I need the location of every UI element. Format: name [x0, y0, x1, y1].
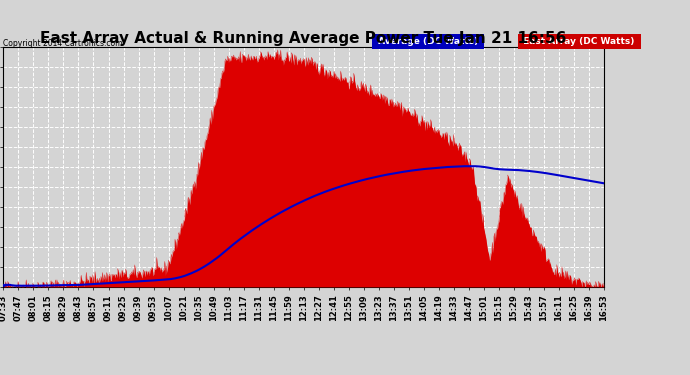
Text: Copyright 2014 Cartronics.com: Copyright 2014 Cartronics.com: [3, 39, 123, 48]
Text: Average (DC Watts): Average (DC Watts): [375, 37, 481, 46]
Text: East Array (DC Watts): East Array (DC Watts): [520, 37, 638, 46]
Title: East Array Actual & Running Average Power Tue Jan 21 16:56: East Array Actual & Running Average Powe…: [41, 31, 566, 46]
